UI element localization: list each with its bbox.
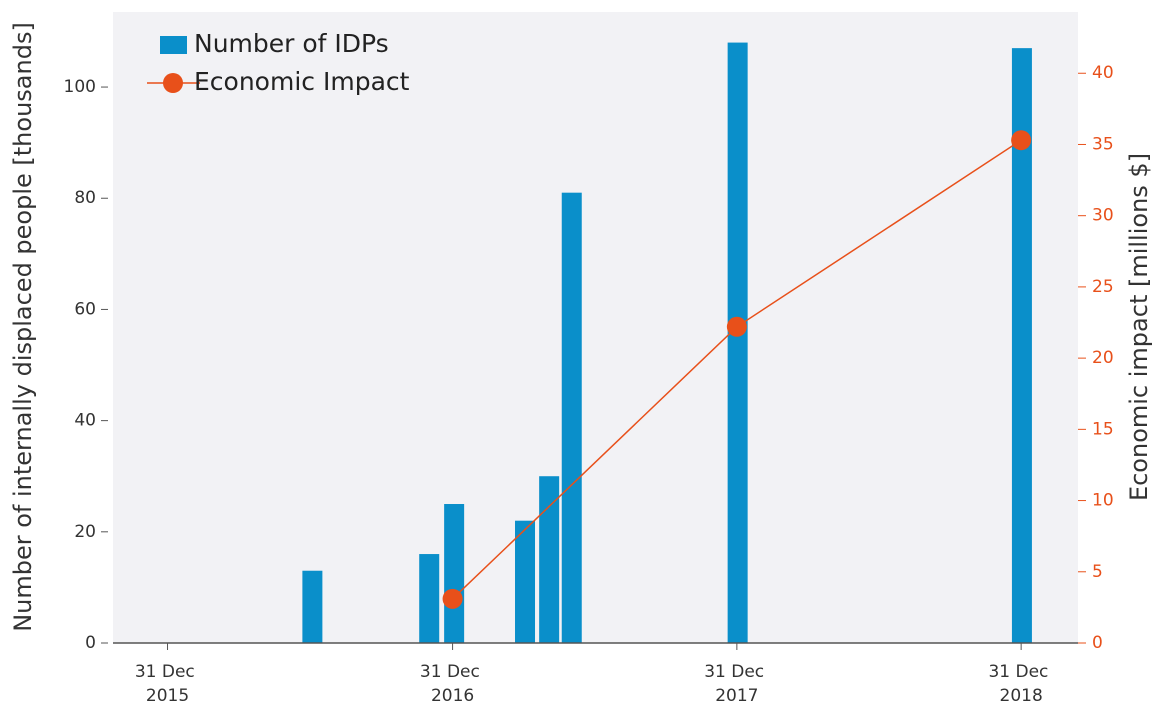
y-tick-label: 40 — [74, 411, 96, 431]
line-marker — [726, 316, 747, 337]
line-marker — [442, 588, 463, 609]
y2-tick-label: 35 — [1092, 134, 1114, 154]
y-tick-label: 0 — [85, 633, 96, 653]
y-tick-label: 80 — [74, 188, 96, 208]
y-tick-label: 20 — [74, 522, 96, 542]
bar — [515, 520, 536, 643]
bar — [539, 476, 560, 643]
y-axis-label: Number of internally displaced people [t… — [9, 22, 37, 632]
legend-marker — [163, 73, 183, 93]
x-tick-label: 31 Dec 2015 — [135, 662, 200, 706]
y2-tick-label: 5 — [1092, 562, 1103, 582]
x-tick-label: 31 Dec 2016 — [420, 662, 485, 706]
bar — [419, 554, 440, 643]
plot-area — [113, 12, 1078, 643]
y2-tick-label: 20 — [1092, 348, 1114, 368]
bar — [727, 42, 748, 644]
bar — [561, 192, 582, 644]
y2-tick-label: 30 — [1092, 206, 1114, 226]
legend-swatch — [160, 36, 187, 54]
bar — [302, 570, 323, 643]
y2-tick-label: 10 — [1092, 491, 1114, 511]
y2-axis-label: Economic impact [millions $] — [1125, 153, 1153, 501]
y2-tick-label: 25 — [1092, 277, 1114, 297]
x-tick-label: 31 Dec 2018 — [988, 662, 1053, 706]
legend-label: Number of IDPs — [194, 29, 389, 58]
y2-tick-label: 40 — [1092, 63, 1114, 83]
x-tick-label: 31 Dec 2017 — [704, 662, 769, 706]
y-tick-label: 60 — [74, 299, 96, 319]
y-tick-label: 100 — [64, 77, 96, 97]
legend-label: Economic Impact — [194, 67, 410, 96]
y2-tick-label: 15 — [1092, 419, 1114, 439]
line-marker — [1011, 130, 1032, 151]
bar — [444, 504, 465, 643]
bar — [1011, 48, 1032, 644]
y2-tick-label: 0 — [1092, 633, 1103, 653]
